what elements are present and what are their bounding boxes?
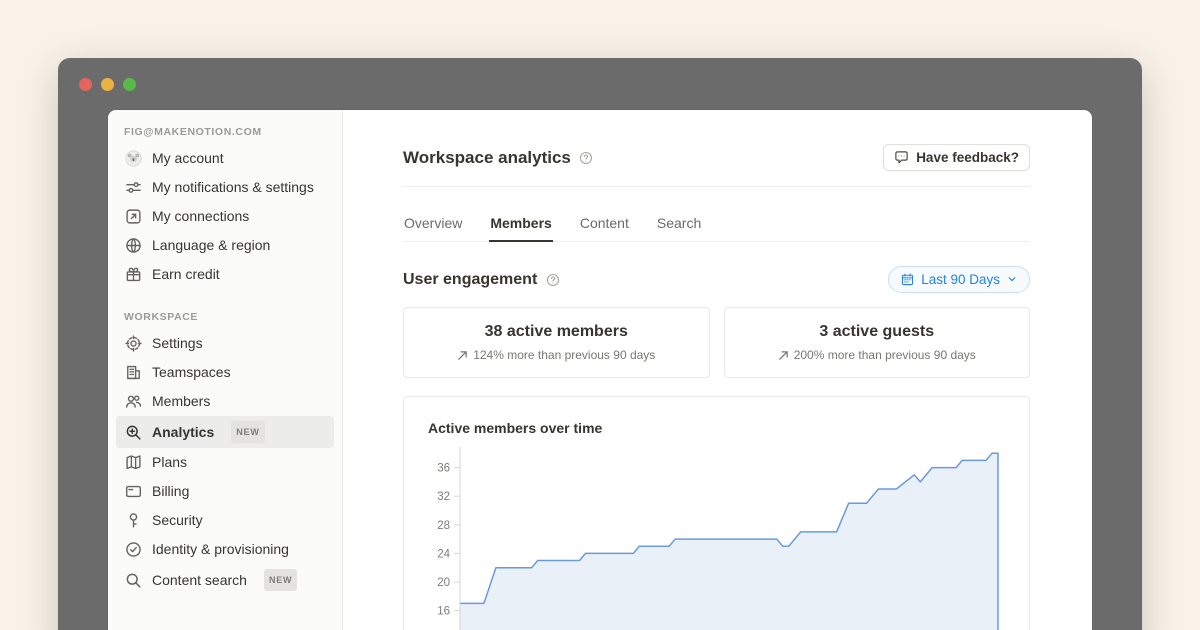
sidebar-item-label: Members xyxy=(152,392,210,411)
magnifier-icon xyxy=(124,571,142,589)
date-range-button[interactable]: Last 90 Days xyxy=(888,266,1030,293)
shield-check-icon xyxy=(124,541,142,559)
sidebar-item-label: My notifications & settings xyxy=(152,178,314,197)
active-guests-card: 3 active guests 200% more than previous … xyxy=(724,307,1031,378)
sidebar-item-label: Earn credit xyxy=(152,265,220,284)
avatar-icon xyxy=(124,150,142,168)
date-range-label: Last 90 Days xyxy=(921,272,1000,287)
sidebar-item-analytics[interactable]: Analytics NEW xyxy=(116,416,334,448)
sidebar-item-content-search[interactable]: Content search NEW xyxy=(116,564,334,596)
page-title: Workspace analytics xyxy=(403,148,571,168)
sidebar-item-my-connections[interactable]: My connections xyxy=(116,202,334,231)
svg-text:20: 20 xyxy=(437,577,450,589)
sidebar-item-settings[interactable]: Settings xyxy=(116,329,334,358)
speech-bubble-icon xyxy=(894,150,909,165)
arrow-up-right-box-icon xyxy=(124,208,142,226)
sidebar-item-members[interactable]: Members xyxy=(116,387,334,416)
gear-icon xyxy=(124,335,142,353)
settings-sidebar: FIG@MAKENOTION.COM My account My notific… xyxy=(108,110,343,630)
tab-members[interactable]: Members xyxy=(489,187,552,242)
credit-card-icon xyxy=(124,483,142,501)
sidebar-item-label: Security xyxy=(152,511,203,530)
globe-icon xyxy=(124,237,142,255)
svg-text:24: 24 xyxy=(437,548,450,560)
help-icon[interactable] xyxy=(579,151,593,165)
help-icon[interactable] xyxy=(546,273,560,287)
magnifier-plus-icon xyxy=(124,423,142,441)
sidebar-item-my-account[interactable]: My account xyxy=(116,144,334,173)
have-feedback-button[interactable]: Have feedback? xyxy=(883,144,1030,171)
trend-up-icon xyxy=(778,350,789,361)
active-guests-value: 3 active guests xyxy=(819,323,934,341)
active-members-delta: 124% more than previous 90 days xyxy=(473,348,655,362)
active-members-area-chart: 16 20 24 28 32 36 xyxy=(404,439,1029,630)
key-icon xyxy=(124,512,142,530)
section-title: User engagement xyxy=(403,271,537,289)
svg-text:16: 16 xyxy=(437,606,450,618)
sidebar-item-plans[interactable]: Plans xyxy=(116,448,334,477)
sidebar-item-label: Settings xyxy=(152,334,203,353)
active-guests-delta: 200% more than previous 90 days xyxy=(794,348,976,362)
have-feedback-label: Have feedback? xyxy=(916,150,1019,165)
trend-up-icon xyxy=(457,350,468,361)
sidebar-item-identity-provisioning[interactable]: Identity & provisioning xyxy=(116,535,334,564)
tab-content[interactable]: Content xyxy=(579,187,630,242)
active-members-value: 38 active members xyxy=(485,323,628,341)
sidebar-item-label: Plans xyxy=(152,453,187,472)
zoom-window-button[interactable] xyxy=(123,78,136,91)
account-email-label: FIG@MAKENOTION.COM xyxy=(116,126,334,138)
sidebar-item-language-region[interactable]: Language & region xyxy=(116,231,334,260)
sidebar-item-billing[interactable]: Billing xyxy=(116,477,334,506)
analytics-panel: Workspace analytics Have feedback? Overv… xyxy=(343,110,1092,630)
sidebar-item-label: Teamspaces xyxy=(152,363,231,382)
calendar-icon xyxy=(901,273,914,286)
sidebar-item-security[interactable]: Security xyxy=(116,506,334,535)
tab-overview[interactable]: Overview xyxy=(403,187,463,242)
workspace-section-label: Workspace xyxy=(116,311,334,323)
active-members-card: 38 active members 124% more than previou… xyxy=(403,307,710,378)
sidebar-item-label: Billing xyxy=(152,482,189,501)
sidebar-item-earn-credit[interactable]: Earn credit xyxy=(116,260,334,289)
sidebar-item-label: Language & region xyxy=(152,236,270,255)
chart-title: Active members over time xyxy=(428,419,1005,437)
new-badge: NEW xyxy=(231,421,264,443)
close-window-button[interactable] xyxy=(79,78,92,91)
people-icon xyxy=(124,393,142,411)
svg-text:32: 32 xyxy=(437,491,450,503)
sidebar-item-label: Identity & provisioning xyxy=(152,540,289,559)
window-titlebar xyxy=(58,58,1142,110)
sidebar-item-label: Analytics xyxy=(152,423,214,442)
svg-text:28: 28 xyxy=(437,520,450,532)
sidebar-item-label: Content search xyxy=(152,571,247,590)
app-window: FIG@MAKENOTION.COM My account My notific… xyxy=(58,58,1142,630)
new-badge: NEW xyxy=(264,569,297,591)
sliders-icon xyxy=(124,179,142,197)
active-members-chart-card: Active members over time 16 20 24 28 32 36 xyxy=(403,396,1030,630)
minimize-window-button[interactable] xyxy=(101,78,114,91)
settings-dialog: FIG@MAKENOTION.COM My account My notific… xyxy=(108,110,1092,630)
gift-icon xyxy=(124,266,142,284)
sidebar-item-notifications-settings[interactable]: My notifications & settings xyxy=(116,173,334,202)
svg-text:36: 36 xyxy=(437,463,450,475)
sidebar-item-teamspaces[interactable]: Teamspaces xyxy=(116,358,334,387)
chevron-down-icon xyxy=(1007,272,1017,287)
building-icon xyxy=(124,364,142,382)
tab-bar: Overview Members Content Search xyxy=(403,187,1030,241)
sidebar-item-label: My connections xyxy=(152,207,249,226)
sidebar-item-label: My account xyxy=(152,149,224,168)
stat-cards: 38 active members 124% more than previou… xyxy=(403,307,1030,378)
page-background: FIG@MAKENOTION.COM My account My notific… xyxy=(0,0,1200,630)
map-icon xyxy=(124,454,142,472)
tab-search[interactable]: Search xyxy=(656,187,702,242)
